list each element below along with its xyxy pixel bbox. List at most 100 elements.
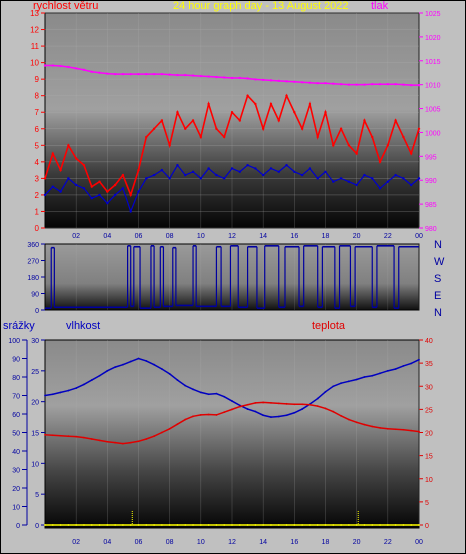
compass-label: N [434, 307, 442, 319]
wind-tick-label: 9 [35, 75, 40, 84]
wind-x-tick-label: 14 [259, 233, 267, 240]
pressure-data-point [261, 78, 265, 82]
gust-data-point [145, 177, 148, 180]
gust-data-point [347, 180, 351, 183]
rain-data-point [332, 524, 335, 526]
temperature-data-point [231, 408, 233, 411]
gust-data-point [207, 167, 210, 170]
pressure-data-point [254, 78, 257, 81]
climate-x-tick-label: 14 [259, 539, 267, 546]
rain-tick-label: 20 [12, 486, 20, 493]
rain-data-point [386, 524, 389, 526]
pressure-tick-label: 1000 [425, 130, 441, 137]
rain-data-point [44, 524, 46, 526]
gust-data-point [363, 173, 366, 177]
wind-data-point [332, 144, 335, 147]
wind-x-tick-label: 20 [353, 233, 361, 240]
rain-data-point [293, 524, 296, 526]
temperature-data-point [270, 402, 272, 404]
gust-data-point [402, 177, 405, 180]
humidity-data-point [106, 369, 109, 372]
wind-data-point [67, 144, 70, 147]
wind-tick-label: 12 [30, 26, 39, 35]
gust-data-point [106, 201, 109, 205]
humidity-data-point [90, 379, 93, 381]
wind-data-point [168, 144, 171, 147]
humidity-data-point [355, 378, 358, 381]
climate-x-tick-label: 20 [353, 539, 361, 546]
gust-data-point [59, 190, 62, 193]
temperature-data-point [262, 401, 265, 404]
rain-title: srážky [3, 320, 35, 332]
compass-label: E [434, 290, 441, 302]
temperature-data-point [44, 433, 46, 436]
pressure-tick-label: 985 [425, 202, 437, 209]
wind-data-point [98, 180, 101, 183]
gust-data-point [199, 177, 203, 180]
temperature-data-point [199, 414, 202, 416]
rain-tick-label: 0 [16, 523, 20, 530]
gust-data-point [316, 177, 319, 180]
wind-tick-label: 2 [35, 191, 40, 200]
pressure-tick-label: 1005 [425, 107, 441, 114]
humidity-data-point [262, 414, 265, 417]
temperature-data-point [75, 435, 78, 438]
rain-data-point [246, 524, 249, 526]
pressure-title: tlak [371, 0, 389, 12]
humidity-tick-label: 15 [31, 431, 39, 438]
rain-data-point [231, 524, 233, 526]
gust-data-point [410, 183, 413, 187]
temperature-data-point [98, 439, 101, 442]
wind-tick-label: 3 [35, 174, 40, 183]
gust-data-point [308, 167, 312, 170]
rain-data-point [199, 524, 202, 526]
temperature-data-point [254, 402, 257, 404]
wind-data-point [106, 190, 109, 193]
gust-data-point [129, 210, 132, 213]
gust-data-point [160, 168, 164, 172]
rain-data-point [324, 524, 327, 526]
temperature-tick-label: 10 [425, 477, 433, 484]
rain-data-point [106, 524, 109, 526]
temperature-data-point [168, 427, 171, 430]
temperature-data-point [192, 415, 194, 418]
pressure-data-point [207, 75, 210, 78]
wind-data-point [316, 135, 319, 139]
wind-x-tick-label: 16 [290, 233, 298, 240]
humidity-data-point [207, 393, 210, 396]
pressure-data-point [106, 72, 109, 75]
temperature-data-point [246, 403, 249, 406]
gust-data-point [277, 170, 280, 173]
gust-data-point [113, 193, 117, 197]
pressure-data-point [394, 82, 397, 86]
wind-data-point [300, 127, 304, 130]
compass-label: N [434, 239, 442, 251]
rain-data-point [122, 524, 124, 526]
pressure-data-point [332, 82, 335, 85]
rain-tick-label: 40 [12, 449, 20, 456]
rain-data-point [340, 524, 342, 526]
humidity-tick-label: 10 [31, 461, 39, 468]
pressure-data-point [238, 76, 241, 80]
temperature-data-point [371, 425, 374, 428]
pressure-data-point [417, 83, 421, 87]
gust-data-point [324, 170, 327, 173]
gust-data-point [215, 173, 218, 177]
temperature-tick-label: 35 [425, 361, 433, 368]
rain-data-point [363, 524, 366, 526]
wind-x-tick-label: 02 [72, 233, 80, 240]
gust-data-point [378, 187, 382, 190]
humidity-data-point [277, 415, 280, 418]
rain-tick-label: 50 [12, 431, 20, 438]
temperature-title: teplota [312, 320, 346, 332]
gust-data-point [82, 187, 86, 190]
gust-data-point [168, 177, 171, 180]
rain-data-point [129, 524, 132, 526]
gust-data-point [254, 167, 257, 170]
wind-data-point [176, 111, 179, 114]
wind-data-point [339, 127, 343, 130]
pressure-data-point [59, 64, 62, 68]
pressure-data-point [51, 64, 54, 67]
gust-data-point [121, 187, 125, 190]
pressure-data-point [316, 82, 319, 85]
